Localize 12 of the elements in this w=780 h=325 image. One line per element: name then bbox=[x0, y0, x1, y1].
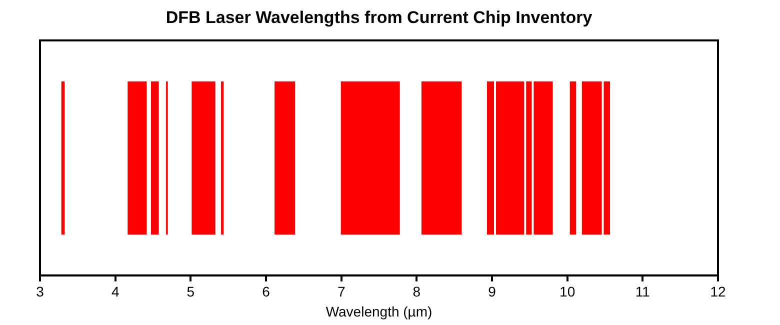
chart-title: DFB Laser Wavelengths from Current Chip Inventory bbox=[166, 8, 593, 27]
x-tick-label: 11 bbox=[635, 284, 650, 300]
x-tick-label: 4 bbox=[111, 284, 120, 300]
x-tick-label: 9 bbox=[488, 284, 496, 300]
x-axis-title: Wavelength (µm) bbox=[326, 303, 432, 320]
x-tick-label: 10 bbox=[560, 284, 576, 300]
x-tick-label: 8 bbox=[412, 284, 421, 300]
x-tick-label: 5 bbox=[186, 284, 195, 300]
x-tick-label: 12 bbox=[710, 284, 726, 300]
x-tick-label: 7 bbox=[337, 284, 346, 300]
x-tick-label: 6 bbox=[262, 284, 270, 300]
x-tick-label: 3 bbox=[36, 284, 44, 300]
